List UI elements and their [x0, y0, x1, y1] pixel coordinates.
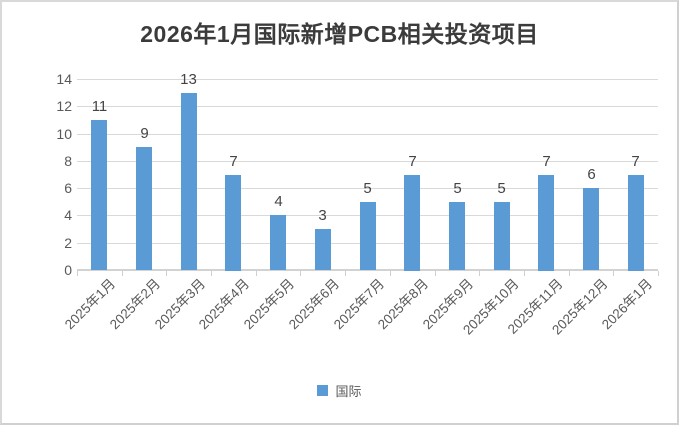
bar-2025年3月 [181, 93, 197, 270]
y-axis-tick-label: 12 [56, 98, 72, 114]
x-axis-tick [390, 271, 391, 276]
gridline [77, 106, 658, 107]
y-axis-tick-label: 2 [64, 235, 72, 251]
x-axis-tick [479, 271, 480, 276]
x-axis-tick [569, 271, 570, 276]
y-axis-tick-label: 10 [56, 126, 72, 142]
bar-value-label: 5 [363, 180, 372, 197]
gridline [77, 79, 658, 80]
bar-value-label: 7 [229, 153, 238, 170]
bar-2025年4月 [225, 175, 241, 271]
bar-2025年10月 [494, 202, 510, 270]
gridline [77, 188, 658, 189]
x-axis-tick [166, 271, 167, 276]
legend: 国际 [2, 381, 677, 400]
x-axis-tick [211, 271, 212, 276]
bar-2025年11月 [538, 175, 554, 271]
bar-value-label: 3 [318, 207, 327, 224]
bar-value-label: 9 [140, 125, 149, 142]
x-axis-tick [122, 271, 123, 276]
y-axis-tick-label: 4 [64, 207, 72, 223]
bar-2025年9月 [449, 202, 465, 270]
y-axis-tick-label: 14 [56, 71, 72, 87]
bar-value-label: 5 [453, 180, 462, 197]
y-axis-tick-label: 8 [64, 153, 72, 169]
bar-2025年2月 [136, 147, 152, 270]
bar-2025年5月 [270, 215, 286, 270]
x-axis-tick [435, 271, 436, 276]
bar-2025年8月 [404, 175, 420, 271]
bar-2025年1月 [91, 120, 107, 270]
x-axis-tick [524, 271, 525, 276]
x-axis-line [77, 269, 658, 271]
bar-value-label: 7 [631, 153, 640, 170]
gridline [77, 134, 658, 135]
bar-value-label: 7 [408, 153, 417, 170]
bar-2025年6月 [315, 229, 331, 270]
x-axis-tick [256, 271, 257, 276]
bar-2025年7月 [360, 202, 376, 270]
bar-value-label: 13 [180, 71, 197, 88]
y-axis-tick-label: 6 [64, 180, 72, 196]
gridline [77, 161, 658, 162]
x-axis-tick [345, 271, 346, 276]
bar-value-label: 4 [274, 193, 283, 210]
x-axis-tick [77, 271, 78, 276]
legend-label: 国际 [335, 384, 362, 399]
bar-value-label: 7 [542, 153, 551, 170]
chart-title: 2026年1月国际新增PCB相关投资项目 [140, 21, 539, 47]
x-axis-tick [658, 271, 659, 276]
bar-value-label: 5 [497, 180, 506, 197]
y-axis-tick-label: 0 [64, 262, 72, 278]
bar-2026年1月 [628, 175, 644, 271]
bar-value-label: 11 [91, 98, 108, 115]
x-axis-tick [613, 271, 614, 276]
legend-swatch [317, 385, 329, 396]
bar-value-label: 6 [587, 166, 596, 183]
bar-2025年12月 [583, 188, 599, 270]
x-axis-tick [300, 271, 301, 276]
